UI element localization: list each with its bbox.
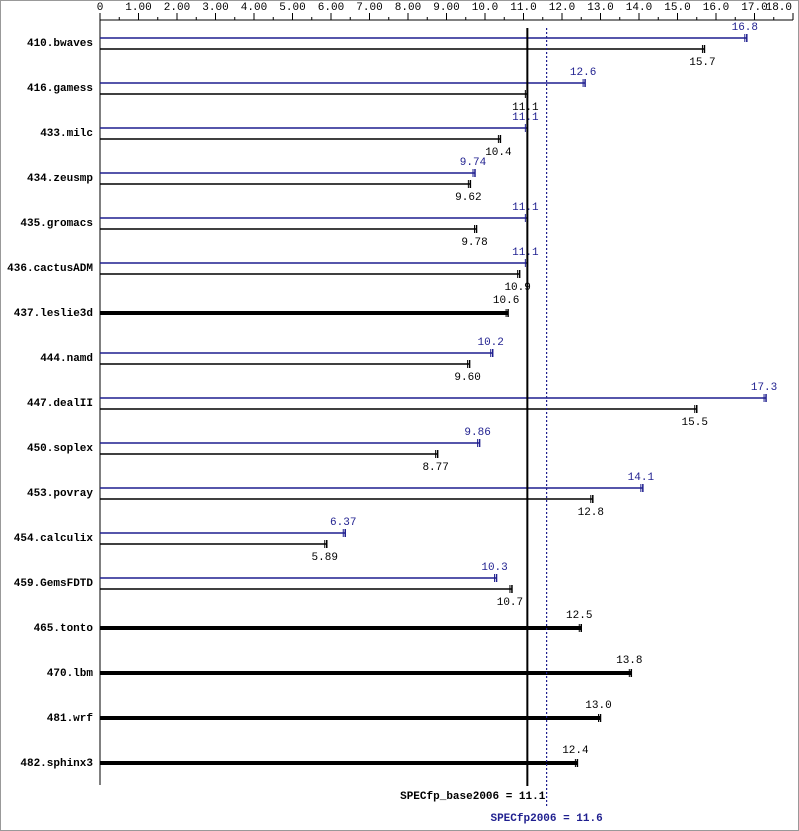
value-label: 10.6 bbox=[493, 295, 519, 307]
x-tick-label: 14.0 bbox=[626, 2, 652, 14]
benchmark-label: 481.wrf bbox=[47, 713, 94, 725]
x-tick-label: 3.00 bbox=[202, 2, 228, 14]
x-tick-label: 15.0 bbox=[664, 2, 690, 14]
value-label: 12.5 bbox=[566, 610, 592, 622]
value-label: 9.62 bbox=[455, 192, 481, 204]
x-tick-label: 16.0 bbox=[703, 2, 729, 14]
value-label: 9.74 bbox=[460, 157, 487, 169]
benchmark-label: 465.tonto bbox=[34, 623, 94, 635]
value-label: 15.5 bbox=[682, 417, 708, 429]
x-tick-label: 7.00 bbox=[356, 2, 382, 14]
value-label: 6.37 bbox=[330, 517, 356, 529]
x-tick-label: 9.00 bbox=[433, 2, 459, 14]
value-label: 10.2 bbox=[477, 337, 503, 349]
benchmark-label: 470.lbm bbox=[47, 668, 94, 680]
value-label: 11.1 bbox=[512, 202, 539, 214]
value-label: 5.89 bbox=[312, 552, 338, 564]
benchmark-label: 434.zeusmp bbox=[27, 173, 93, 185]
value-label: 8.77 bbox=[422, 462, 448, 474]
x-tick-label: 5.00 bbox=[279, 2, 305, 14]
x-tick-label: 10.0 bbox=[472, 2, 498, 14]
benchmark-label: 482.sphinx3 bbox=[20, 758, 93, 770]
value-label: 10.4 bbox=[485, 147, 512, 159]
value-label: 11.1 bbox=[512, 102, 539, 114]
x-tick-label: 6.00 bbox=[318, 2, 344, 14]
benchmark-label: 436.cactusADM bbox=[7, 263, 93, 275]
benchmark-label: 410.bwaves bbox=[27, 38, 93, 50]
value-label: 10.9 bbox=[504, 282, 530, 294]
value-label: 10.3 bbox=[481, 562, 507, 574]
benchmark-label: 447.dealII bbox=[27, 398, 93, 410]
value-label: 17.3 bbox=[751, 382, 777, 394]
value-label: 12.6 bbox=[570, 67, 596, 79]
x-tick-label: 18.0 bbox=[766, 2, 792, 14]
benchmark-label: 450.soplex bbox=[27, 443, 93, 455]
x-tick-label: 4.00 bbox=[241, 2, 267, 14]
x-tick-label: 8.00 bbox=[395, 2, 421, 14]
value-label: 10.7 bbox=[497, 597, 523, 609]
value-label: 12.4 bbox=[562, 745, 589, 757]
benchmark-label: 433.milc bbox=[40, 128, 93, 140]
x-tick-label: 11.0 bbox=[510, 2, 536, 14]
value-label: 9.78 bbox=[461, 237, 487, 249]
benchmark-label: 454.calculix bbox=[14, 533, 94, 545]
value-label: 16.8 bbox=[732, 22, 758, 34]
benchmark-label: 437.leslie3d bbox=[14, 308, 93, 320]
value-label: 13.0 bbox=[585, 700, 611, 712]
x-tick-label: 0 bbox=[97, 2, 104, 14]
value-label: 9.60 bbox=[454, 372, 480, 384]
value-label: 12.8 bbox=[578, 507, 604, 519]
value-label: 11.1 bbox=[512, 112, 539, 124]
x-tick-label: 13.0 bbox=[587, 2, 613, 14]
value-label: 11.1 bbox=[512, 247, 539, 259]
benchmark-label: 435.gromacs bbox=[20, 218, 93, 230]
x-tick-label: 12.0 bbox=[549, 2, 575, 14]
value-label: 14.1 bbox=[628, 472, 655, 484]
x-tick-label: 1.00 bbox=[125, 2, 151, 14]
benchmark-label: 444.namd bbox=[40, 353, 93, 365]
x-tick-label: 17.0 bbox=[741, 2, 767, 14]
value-label: 15.7 bbox=[689, 57, 715, 69]
reference-label: SPECfp2006 = 11.6 bbox=[490, 813, 602, 825]
reference-label: SPECfp_base2006 = 11.1 bbox=[400, 791, 546, 803]
x-tick-label: 2.00 bbox=[164, 2, 190, 14]
value-label: 13.8 bbox=[616, 655, 642, 667]
value-label: 9.86 bbox=[464, 427, 490, 439]
benchmark-label: 459.GemsFDTD bbox=[14, 578, 94, 590]
benchmark-label: 416.gamess bbox=[27, 83, 93, 95]
benchmark-label: 453.povray bbox=[27, 488, 93, 500]
